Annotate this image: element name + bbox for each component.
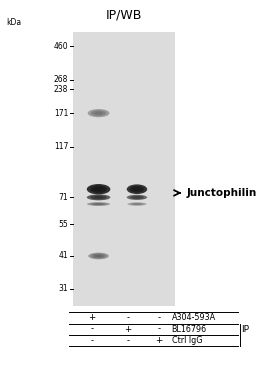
Ellipse shape xyxy=(94,255,103,257)
Text: kDa: kDa xyxy=(6,18,22,27)
Ellipse shape xyxy=(88,109,110,117)
Ellipse shape xyxy=(127,202,146,206)
Ellipse shape xyxy=(127,184,147,194)
Text: 31: 31 xyxy=(59,284,68,293)
Text: 55: 55 xyxy=(59,220,68,229)
Text: -: - xyxy=(91,336,94,345)
Ellipse shape xyxy=(91,203,106,205)
Ellipse shape xyxy=(91,110,106,116)
Text: +: + xyxy=(124,325,132,334)
Text: Ctrl IgG: Ctrl IgG xyxy=(172,336,202,345)
Text: +: + xyxy=(155,336,162,345)
Text: 117: 117 xyxy=(54,142,68,151)
Text: -: - xyxy=(91,325,94,334)
Text: 71: 71 xyxy=(59,193,68,202)
Text: -: - xyxy=(126,336,130,345)
Text: -: - xyxy=(126,313,130,322)
Ellipse shape xyxy=(87,194,110,200)
Text: IP/WB: IP/WB xyxy=(106,8,142,22)
Ellipse shape xyxy=(130,186,144,193)
Text: 460: 460 xyxy=(54,42,68,51)
Text: BL16796: BL16796 xyxy=(172,325,207,334)
Text: -: - xyxy=(157,313,160,322)
Ellipse shape xyxy=(94,196,103,198)
Ellipse shape xyxy=(90,195,107,200)
Ellipse shape xyxy=(90,186,107,193)
Text: 268: 268 xyxy=(54,75,68,84)
Ellipse shape xyxy=(91,254,106,258)
Text: 41: 41 xyxy=(59,252,68,260)
Ellipse shape xyxy=(94,203,103,205)
Ellipse shape xyxy=(94,187,103,191)
Text: 171: 171 xyxy=(54,109,68,118)
Ellipse shape xyxy=(133,187,141,191)
Ellipse shape xyxy=(94,112,103,115)
Text: -: - xyxy=(157,325,160,334)
Ellipse shape xyxy=(87,202,110,206)
Ellipse shape xyxy=(88,253,109,259)
Text: 238: 238 xyxy=(54,85,68,93)
Ellipse shape xyxy=(133,203,141,205)
Ellipse shape xyxy=(87,184,110,194)
Text: A304-593A: A304-593A xyxy=(172,313,216,322)
Text: IP: IP xyxy=(241,325,249,334)
Ellipse shape xyxy=(130,203,144,205)
Text: Junctophilin 1: Junctophilin 1 xyxy=(186,188,256,198)
Ellipse shape xyxy=(127,195,147,200)
Text: +: + xyxy=(89,313,96,322)
Ellipse shape xyxy=(133,196,141,198)
Ellipse shape xyxy=(130,196,144,199)
Bar xyxy=(73,32,175,306)
